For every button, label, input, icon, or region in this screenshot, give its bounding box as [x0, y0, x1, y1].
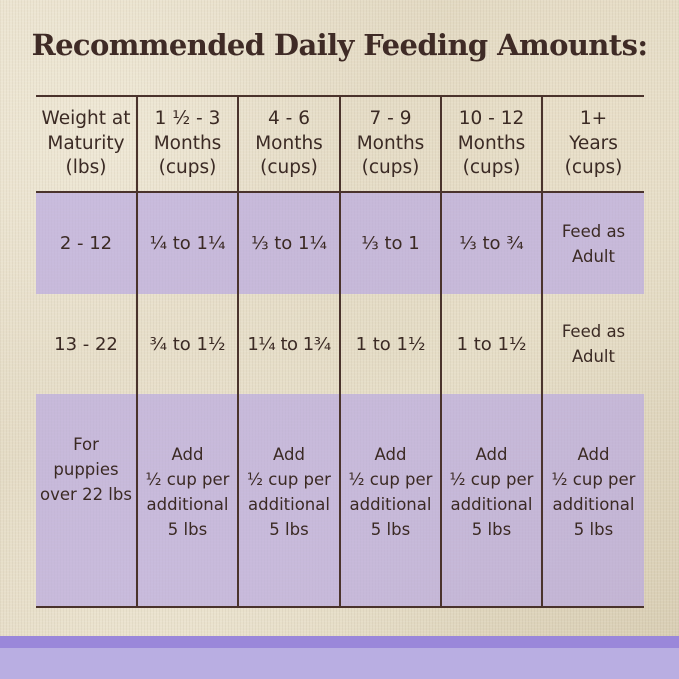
weight-cell: For puppies over 22 lbs	[40, 434, 132, 504]
weight-cell: 2 - 12	[59, 233, 113, 254]
amount-cell: Feed as Adult	[561, 322, 626, 366]
bottom-accent-stripe	[0, 636, 679, 679]
header-7-9-months: 7 - 9 Months (cups)	[356, 108, 425, 179]
amount-cell: ⅓ to 1¼	[251, 233, 327, 254]
amount-cell: Add ½ cup per additional 5 lbs	[247, 444, 331, 539]
amount-cell: 1 to 1½	[456, 333, 527, 355]
amount-cell: Add ½ cup per additional 5 lbs	[348, 444, 433, 539]
header-10-12-months: 10 - 12 Months (cups)	[457, 108, 526, 179]
amount-cell: Add ½ cup per additional 5 lbs	[551, 444, 636, 539]
column-divider	[440, 96, 442, 608]
amount-cell: ⅓ to 1	[361, 233, 420, 254]
amount-cell: 1 to 1½	[355, 333, 426, 355]
amount-cell: ⅓ to ¾	[459, 233, 524, 254]
amount-cell: ¼ to 1¼	[149, 233, 226, 254]
amount-cell: ¾ to 1½	[149, 333, 226, 355]
amount-cell: Add ½ cup per additional 5 lbs	[145, 444, 230, 539]
amount-cell: Add ½ cup per additional 5 lbs	[449, 444, 534, 539]
amount-cell: Feed as Adult	[561, 221, 626, 266]
header-1-plus-years: 1+ Years (cups)	[564, 108, 623, 179]
column-divider	[541, 96, 543, 608]
header-weight: Weight at Maturity (lbs)	[41, 108, 131, 179]
page-title: Recommended Daily Feeding Amounts:	[31, 28, 648, 62]
weight-cell: 13 - 22	[54, 333, 118, 355]
header-4-6-months: 4 - 6 Months (cups)	[255, 108, 323, 179]
header-1-5-3-months: 1 ½ - 3 Months (cups)	[153, 108, 222, 179]
amount-cell: 1¼ to 1¾	[247, 333, 331, 355]
column-divider	[339, 96, 341, 608]
column-divider	[237, 96, 239, 608]
column-divider	[136, 96, 138, 608]
